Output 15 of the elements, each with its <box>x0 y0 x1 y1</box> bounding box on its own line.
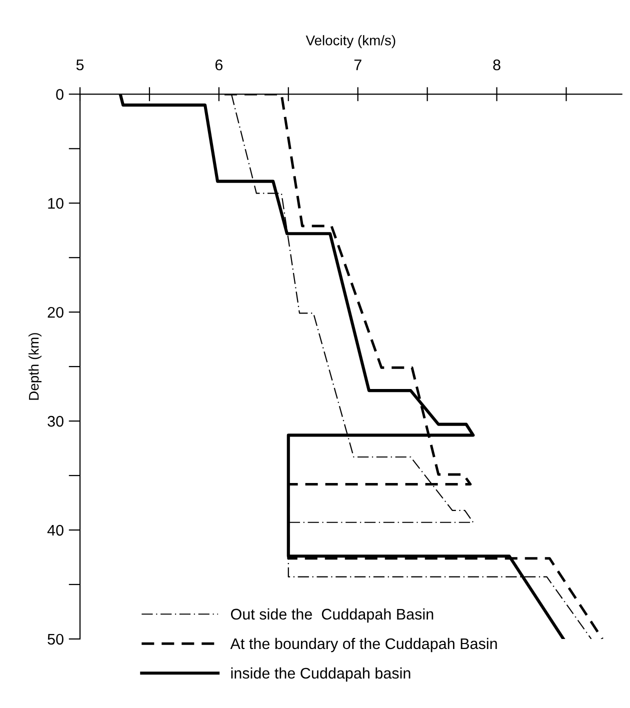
y-tick-label: 50 <box>48 634 64 645</box>
x-axis-title: Velocity (km/s) <box>306 35 396 48</box>
y-axis-title: Depth (km) <box>28 333 42 400</box>
y-tick-label: 20 <box>48 306 64 318</box>
y-tick-label: 30 <box>48 416 64 427</box>
x-tick-label: 8 <box>493 59 500 70</box>
x-tick-label: 7 <box>354 60 362 70</box>
legend-label: Out side the Cuddapah Basin <box>230 608 434 623</box>
x-tick-label: 6 <box>215 59 223 70</box>
y-tick-label: 0 <box>56 89 64 100</box>
legend-label: At the boundary of the Cuddapah Basin <box>230 638 497 652</box>
legend-label: inside the Cuddapah basin <box>231 667 410 682</box>
y-tick-label: 40 <box>47 524 64 536</box>
y-tick-label: 10 <box>48 198 64 209</box>
x-tick-label: 5 <box>76 60 84 70</box>
